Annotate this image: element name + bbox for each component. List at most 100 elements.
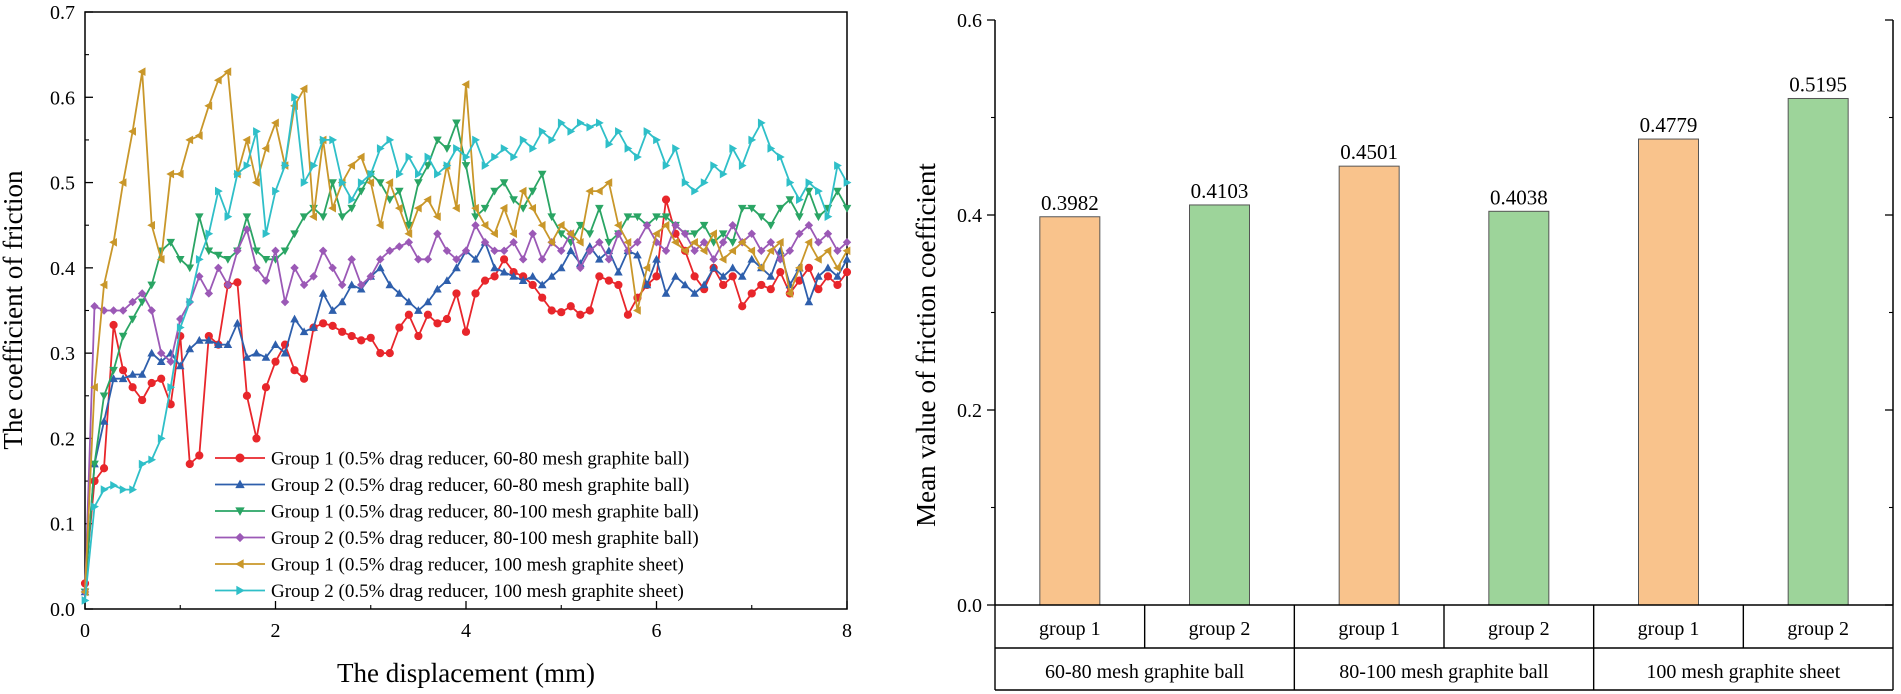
line-data-point	[157, 374, 166, 383]
line-data-point	[556, 230, 566, 239]
line-data-point	[318, 213, 328, 222]
line-data-point	[147, 348, 156, 357]
line-data-point	[785, 246, 795, 256]
line-data-point	[233, 318, 242, 327]
line-data-point	[471, 203, 479, 213]
line-data-point	[796, 195, 804, 204]
line-data-point	[157, 434, 166, 443]
line-data-point	[471, 289, 480, 298]
line-data-point	[309, 272, 318, 281]
line-data-point	[690, 289, 699, 297]
line-data-point	[433, 284, 442, 293]
line-data-point	[537, 255, 547, 264]
line-data-point	[319, 319, 328, 328]
line-y-tick-label: 0.2	[50, 428, 75, 450]
line-data-point	[814, 271, 823, 280]
line-data-point	[261, 255, 271, 264]
line-data-point	[823, 263, 833, 272]
line-data-point	[490, 229, 498, 239]
group-label: 100 mesh graphite sheet	[1646, 661, 1840, 683]
line-data-point	[661, 220, 670, 230]
line-data-point	[528, 280, 537, 290]
line-data-point	[395, 242, 404, 251]
line-data-point	[718, 271, 728, 280]
line-data-point	[490, 272, 499, 281]
bar-y-tick-label: 0.0	[957, 595, 982, 617]
line-data-point	[299, 280, 309, 290]
line-data-point	[842, 268, 852, 277]
legend-marker	[235, 507, 245, 516]
line-y-tick-label: 0.3	[50, 343, 75, 365]
line-data-point	[337, 280, 347, 290]
line-data-point	[671, 271, 680, 280]
line-data-point	[671, 220, 680, 230]
bar-marks-group: 0.3982 0.4103 0.4501 0.4038 0.4779 0.5195	[1039, 72, 1849, 606]
line-data-point	[728, 238, 738, 247]
line-data-point	[833, 263, 841, 273]
line-data-point	[596, 118, 604, 128]
legend-marker	[236, 585, 245, 596]
line-data-point	[538, 127, 547, 136]
line-data-point	[328, 263, 337, 273]
line-series-3	[80, 119, 852, 597]
line-data-point	[376, 144, 385, 153]
line-data-point	[785, 289, 794, 298]
line-data-point	[557, 308, 566, 317]
line-data-point	[367, 169, 376, 179]
line-data-point	[537, 220, 546, 230]
line-data-point	[680, 246, 689, 256]
line-data-point	[415, 169, 423, 179]
legend-entry: Group 1 (0.5% drag reducer, 100 mesh gra…	[215, 555, 684, 576]
line-data-point	[405, 152, 414, 162]
line-data-point	[709, 229, 717, 239]
line-data-point	[795, 229, 804, 238]
line-data-point	[805, 178, 814, 187]
line-data-point	[756, 263, 765, 273]
line-data-point	[538, 293, 547, 302]
line-data-point	[385, 246, 395, 256]
line-data-point	[548, 135, 557, 145]
line-data-point	[462, 152, 471, 162]
line-data-point	[815, 186, 823, 196]
line-data-point	[90, 460, 99, 469]
line-data-point	[575, 221, 585, 230]
line-data-point	[194, 213, 204, 222]
legend-label: Group 1 (0.5% drag reducer, 100 mesh gra…	[271, 555, 684, 576]
line-data-point	[766, 271, 776, 280]
line-y-tick-label: 0.4	[50, 258, 75, 280]
line-data-point	[366, 272, 375, 281]
line-data-point	[137, 298, 147, 307]
line-data-point	[604, 178, 613, 187]
line-data-point	[757, 118, 766, 128]
line-data-point	[737, 271, 747, 280]
line-data-point	[766, 285, 775, 294]
line-data-point	[99, 464, 109, 473]
line-x-tick-label: 2	[271, 620, 281, 642]
line-data-point	[691, 186, 700, 196]
line-data-point	[395, 323, 404, 332]
line-data-point	[776, 268, 785, 277]
line-data-point	[547, 306, 556, 315]
line-data-point	[223, 340, 233, 348]
line-data-point	[442, 145, 452, 153]
line-data-point	[300, 178, 309, 187]
line-data-point	[452, 255, 461, 264]
line-data-point	[728, 220, 737, 230]
line-data-point	[766, 221, 776, 230]
legend-entry: Group 2 (0.5% drag reducer, 100 mesh gra…	[215, 581, 684, 602]
line-data-point	[452, 263, 461, 272]
line-data-point	[547, 237, 556, 247]
line-data-point	[166, 357, 175, 366]
line-data-point	[224, 212, 233, 221]
line-data-point	[404, 221, 414, 230]
bar	[1787, 97, 1849, 606]
line-data-point	[385, 196, 395, 205]
line-data-point	[243, 161, 252, 170]
line-data-point	[614, 267, 623, 276]
line-data-point	[81, 596, 90, 605]
line-data-point	[442, 276, 452, 284]
line-data-point	[118, 332, 128, 341]
bar-y-tick-label: 0.6	[957, 10, 982, 32]
line-data-point	[271, 340, 280, 348]
bar	[1039, 216, 1101, 606]
